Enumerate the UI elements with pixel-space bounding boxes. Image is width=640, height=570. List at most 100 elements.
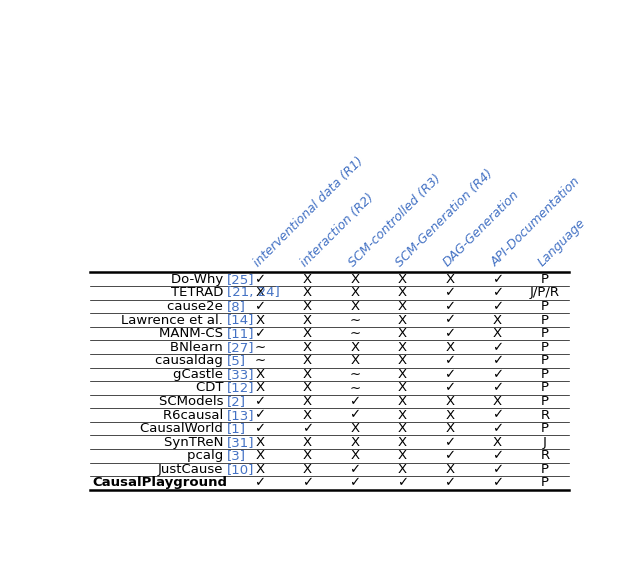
Text: ✓: ✓: [444, 314, 456, 327]
Text: X: X: [303, 314, 312, 327]
Text: X: X: [255, 435, 264, 449]
Text: X: X: [255, 463, 264, 476]
Text: X: X: [398, 381, 407, 394]
Text: causaldag: causaldag: [155, 354, 227, 367]
Text: [25]: [25]: [227, 273, 255, 286]
Text: SCModels: SCModels: [159, 395, 227, 408]
Text: BNlearn: BNlearn: [170, 341, 227, 353]
Text: ✓: ✓: [255, 300, 266, 313]
Text: X: X: [398, 327, 407, 340]
Text: P: P: [541, 300, 549, 313]
Text: CDT: CDT: [196, 381, 227, 394]
Text: ✓: ✓: [255, 395, 266, 408]
Text: X: X: [493, 327, 502, 340]
Text: ✓: ✓: [444, 435, 456, 449]
Text: ✓: ✓: [444, 381, 456, 394]
Text: P: P: [541, 422, 549, 435]
Text: Language: Language: [536, 216, 588, 269]
Text: P: P: [541, 341, 549, 353]
Text: X: X: [350, 449, 360, 462]
Text: ✓: ✓: [444, 286, 456, 299]
Text: ✓: ✓: [444, 354, 456, 367]
Text: X: X: [493, 314, 502, 327]
Text: ∼: ∼: [349, 381, 360, 394]
Text: P: P: [541, 395, 549, 408]
Text: ✓: ✓: [492, 463, 503, 476]
Text: X: X: [398, 286, 407, 299]
Text: ✓: ✓: [302, 422, 313, 435]
Text: X: X: [303, 395, 312, 408]
Text: X: X: [398, 449, 407, 462]
Text: X: X: [398, 341, 407, 353]
Text: [33]: [33]: [227, 368, 255, 381]
Text: X: X: [445, 463, 454, 476]
Text: cause2e: cause2e: [167, 300, 227, 313]
Text: X: X: [303, 273, 312, 286]
Text: ✓: ✓: [444, 327, 456, 340]
Text: P: P: [541, 381, 549, 394]
Text: [3]: [3]: [227, 449, 246, 462]
Text: ∼: ∼: [255, 341, 266, 353]
Text: ✓: ✓: [444, 368, 456, 381]
Text: ✓: ✓: [492, 341, 503, 353]
Text: API-Documentation: API-Documentation: [488, 174, 582, 269]
Text: MANM-CS: MANM-CS: [159, 327, 227, 340]
Text: SCM-Generation (R4): SCM-Generation (R4): [393, 166, 495, 269]
Text: X: X: [303, 435, 312, 449]
Text: pcalg: pcalg: [187, 449, 227, 462]
Text: ✓: ✓: [492, 368, 503, 381]
Text: X: X: [398, 463, 407, 476]
Text: SCM-controlled (R3): SCM-controlled (R3): [346, 172, 444, 269]
Text: X: X: [255, 449, 264, 462]
Text: CausalWorld: CausalWorld: [140, 422, 227, 435]
Text: R: R: [540, 409, 549, 422]
Text: X: X: [398, 422, 407, 435]
Text: X: X: [255, 314, 264, 327]
Text: ✓: ✓: [349, 463, 360, 476]
Text: ✓: ✓: [397, 477, 408, 490]
Text: X: X: [398, 300, 407, 313]
Text: CausalPlayground: CausalPlayground: [92, 477, 227, 490]
Text: ✓: ✓: [255, 273, 266, 286]
Text: X: X: [398, 273, 407, 286]
Text: TETRAD: TETRAD: [171, 286, 227, 299]
Text: X: X: [398, 409, 407, 422]
Text: X: X: [350, 286, 360, 299]
Text: P: P: [541, 354, 549, 367]
Text: ✓: ✓: [492, 273, 503, 286]
Text: ✓: ✓: [492, 300, 503, 313]
Text: ✓: ✓: [492, 286, 503, 299]
Text: X: X: [303, 300, 312, 313]
Text: JustCause: JustCause: [157, 463, 227, 476]
Text: X: X: [398, 435, 407, 449]
Text: X: X: [303, 368, 312, 381]
Text: R6causal: R6causal: [163, 409, 227, 422]
Text: ✓: ✓: [349, 395, 360, 408]
Text: ✓: ✓: [255, 327, 266, 340]
Text: ✓: ✓: [255, 409, 266, 422]
Text: J/P/R: J/P/R: [530, 286, 560, 299]
Text: [14]: [14]: [227, 314, 255, 327]
Text: X: X: [255, 286, 264, 299]
Text: X: X: [303, 354, 312, 367]
Text: ✓: ✓: [492, 422, 503, 435]
Text: P: P: [541, 273, 549, 286]
Text: Lawrence et al.: Lawrence et al.: [121, 314, 227, 327]
Text: X: X: [350, 435, 360, 449]
Text: X: X: [303, 449, 312, 462]
Text: P: P: [541, 327, 549, 340]
Text: ✓: ✓: [349, 477, 360, 490]
Text: [2]: [2]: [227, 395, 246, 408]
Text: [8]: [8]: [227, 300, 246, 313]
Text: X: X: [350, 422, 360, 435]
Text: ∼: ∼: [349, 314, 360, 327]
Text: X: X: [350, 354, 360, 367]
Text: [11]: [11]: [227, 327, 255, 340]
Text: [1]: [1]: [227, 422, 246, 435]
Text: ✓: ✓: [492, 409, 503, 422]
Text: X: X: [255, 368, 264, 381]
Text: ✓: ✓: [444, 300, 456, 313]
Text: X: X: [350, 300, 360, 313]
Text: interventional data (R1): interventional data (R1): [251, 154, 365, 269]
Text: R: R: [540, 449, 549, 462]
